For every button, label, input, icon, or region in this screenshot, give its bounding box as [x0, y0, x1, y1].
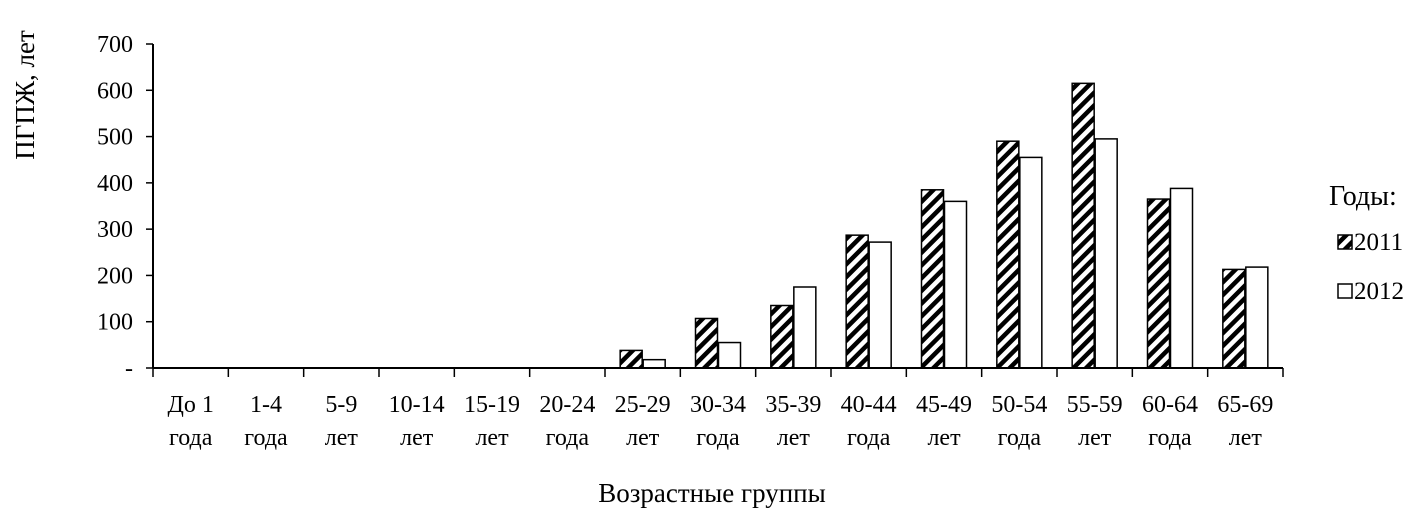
legend-title: Годы: [1329, 181, 1397, 212]
bar-2012 [717, 341, 742, 369]
legend-swatch-2011 [1337, 234, 1353, 250]
x-tick-label: 15-19 лет [464, 392, 520, 451]
y-tick-label: 400 [97, 171, 133, 197]
x-tick-label: 40-44 года [841, 392, 897, 451]
legend-swatch-2012 [1337, 283, 1353, 299]
x-axis-title: Возрастные группы [598, 478, 826, 508]
x-tick-label: 10-14 лет [389, 392, 445, 451]
x-tick-label: 30-34 года [690, 392, 746, 451]
axes [152, 44, 1284, 377]
bar-2011 [770, 304, 794, 369]
x-tick-label: 1-4 года [244, 392, 288, 451]
bar-2011 [996, 140, 1020, 369]
bars [619, 82, 1269, 369]
x-tick-label: 55-59 лет [1067, 392, 1123, 451]
x-tick-label: 25-29 лет [615, 392, 671, 451]
bar-2012 [1169, 187, 1194, 369]
y-tick-label: 600 [97, 78, 133, 104]
legend: Годы: 2011 2012 [1329, 181, 1404, 305]
bar-2011 [694, 317, 719, 369]
bar-2012 [1245, 266, 1269, 369]
legend-label-2012: 2012 [1354, 278, 1404, 305]
bar-2012 [1019, 156, 1043, 369]
y-tick-label: 200 [97, 263, 133, 289]
bar-2011 [1071, 82, 1095, 369]
y-axis-ticks: - 100 200 300 400 500 600 700 [97, 32, 153, 382]
x-tick-label: 65-69 лет [1217, 392, 1273, 451]
bar-2012 [868, 241, 892, 369]
x-tick-label: 60-64 года [1142, 392, 1198, 451]
y-tick-label: 300 [97, 217, 133, 243]
y-tick-label: 100 [97, 310, 133, 336]
y-axis-title: ПГПЖ, лет [10, 30, 40, 160]
legend-label-2011: 2011 [1354, 229, 1403, 256]
bar-2012 [642, 358, 666, 369]
y-axis-title-group: ПГПЖ, лет [10, 30, 40, 160]
y-tick-label: 700 [97, 32, 133, 58]
x-tick-label: 5-9 лет [325, 392, 359, 451]
y-tick-label: 500 [97, 125, 133, 151]
bar-2012 [1094, 138, 1118, 369]
y-tick-label: - [125, 356, 133, 382]
x-axis-labels: До 1 года 1-4 года 5-9 лет 10-14 лет 15-19 лет 20-… [167, 392, 1273, 451]
x-tick-label: 45-49 лет [916, 392, 972, 451]
x-tick-label: 35-39 лет [765, 392, 821, 451]
legend-items: 2011 2012 [1337, 229, 1404, 305]
bar-2012 [943, 200, 968, 369]
x-tick-label: 20-24 года [539, 392, 595, 451]
bar-2011 [1146, 198, 1171, 369]
x-tick-label: 50-54 года [991, 392, 1047, 451]
bar-2011 [845, 234, 869, 369]
bar-2011 [1222, 268, 1246, 369]
bar-2011 [920, 189, 945, 369]
x-tick-label: До 1 года [167, 392, 213, 451]
bar-2011 [619, 349, 643, 369]
bar-2012 [793, 286, 817, 369]
